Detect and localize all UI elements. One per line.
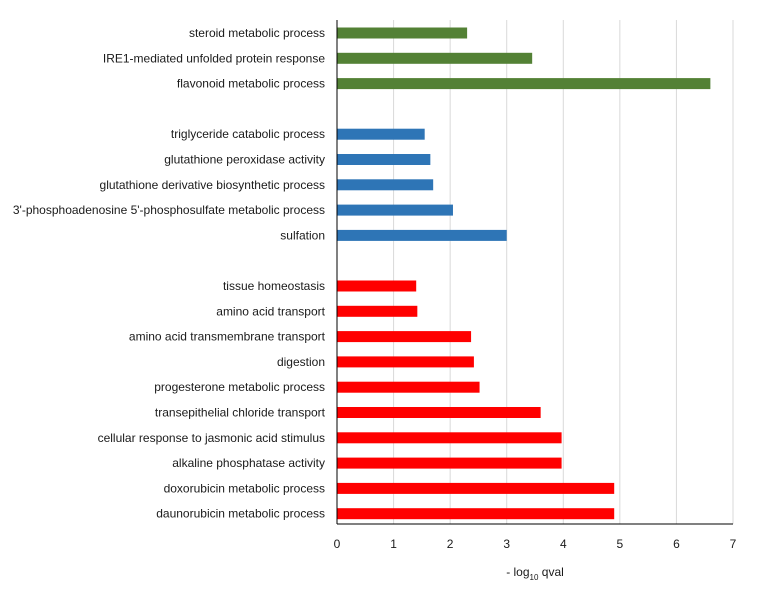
bar xyxy=(337,154,431,165)
category-label: alkaline phosphatase activity xyxy=(172,456,325,470)
bar xyxy=(337,356,474,368)
bar xyxy=(337,381,480,393)
category-label: daunorubicin metabolic process xyxy=(156,507,325,521)
bar xyxy=(337,27,468,39)
category-label: progesterone metabolic process xyxy=(154,380,325,394)
x-tick-label: 4 xyxy=(560,537,567,551)
bar xyxy=(337,457,562,469)
bar xyxy=(337,204,453,216)
category-label: doxorubicin metabolic process xyxy=(164,481,325,495)
bar xyxy=(337,305,418,317)
category-label: steroid metabolic process xyxy=(189,26,325,40)
bar xyxy=(337,78,711,90)
category-label: cellular response to jasmonic acid stimu… xyxy=(98,431,325,445)
category-label: transepithelial chloride transport xyxy=(155,406,326,420)
category-label: amino acid transmembrane transport xyxy=(129,330,326,344)
x-tick-labels: 0 1 2 3 4 5 6 7 xyxy=(334,537,737,551)
x-tick-label: 2 xyxy=(447,537,454,551)
bar xyxy=(337,179,434,191)
axes xyxy=(336,20,733,525)
bar xyxy=(337,407,541,418)
category-labels: steroid metabolic process IRE1-mediated u… xyxy=(13,26,326,521)
category-label: triglyceride catabolic process xyxy=(171,127,325,141)
category-label: 3'-phosphoadenosine 5'-phosphosulfate me… xyxy=(13,203,325,217)
category-label: glutathione derivative biosynthetic proc… xyxy=(100,178,325,192)
bar xyxy=(337,482,615,494)
bar xyxy=(337,128,425,140)
x-tick-label: 3 xyxy=(503,537,510,551)
x-axis-title-prefix: - log xyxy=(506,565,529,579)
category-label: IRE1-mediated unfolded protein response xyxy=(103,51,325,65)
x-tick-label: 5 xyxy=(617,537,624,551)
x-axis-title-suffix: qval xyxy=(538,565,563,579)
category-label: amino acid transport xyxy=(216,304,325,318)
bar xyxy=(337,229,507,241)
bar xyxy=(337,52,533,64)
x-axis-title: - log10 qval xyxy=(506,565,564,582)
x-axis-title-subscript: 10 xyxy=(530,573,539,582)
x-tick-label: 0 xyxy=(334,537,341,551)
x-tick-label: 7 xyxy=(730,537,737,551)
category-label: tissue homeostasis xyxy=(223,279,325,293)
bar xyxy=(337,432,562,444)
category-label: digestion xyxy=(277,355,325,369)
x-tick-label: 6 xyxy=(673,537,680,551)
bar xyxy=(337,280,417,292)
gridlines xyxy=(393,20,734,524)
bars xyxy=(337,27,711,520)
bar xyxy=(337,331,472,343)
category-label: sulfation xyxy=(280,228,325,242)
category-label: glutathione peroxidase activity xyxy=(164,153,325,167)
x-tick-label: 1 xyxy=(390,537,397,551)
bar xyxy=(337,508,615,520)
category-label: flavonoid metabolic process xyxy=(177,77,325,91)
